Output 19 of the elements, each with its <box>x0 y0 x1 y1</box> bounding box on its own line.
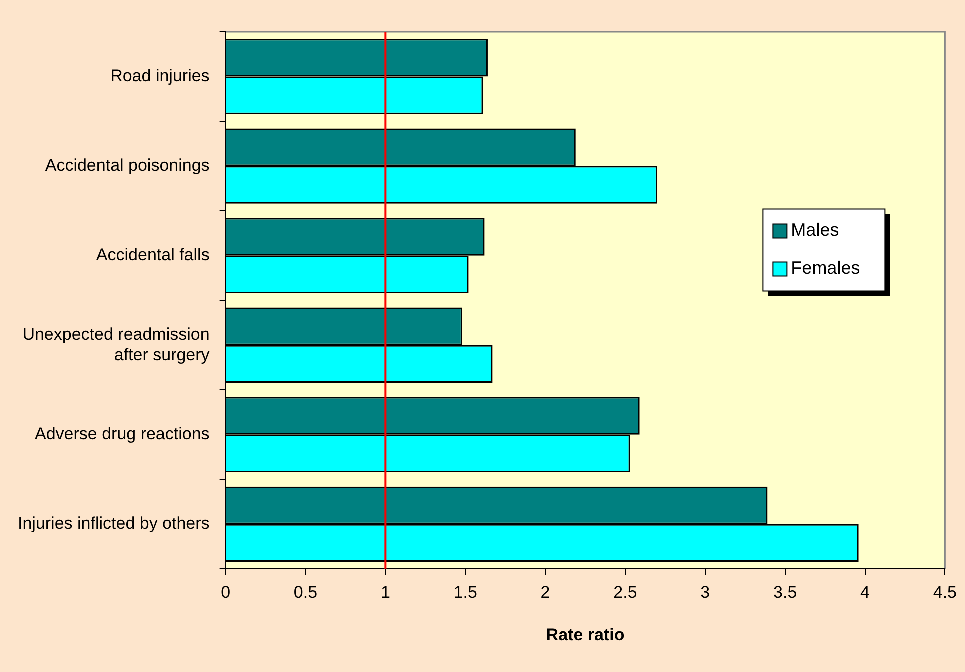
x-tick-label: 2.5 <box>614 583 638 602</box>
y-tick-label: Injuries inflicted by others <box>18 514 210 534</box>
x-tick-label: 1.5 <box>454 583 478 602</box>
x-tick-label: 2 <box>540 583 550 602</box>
x-tick-label: 0.5 <box>294 583 318 602</box>
y-tick-label: Unexpected readmission after surgery <box>22 324 210 364</box>
x-axis-title: Rate ratio <box>546 625 625 644</box>
x-tick-label: 0 <box>221 583 231 602</box>
y-tick-label: Accidental poisonings <box>45 156 210 175</box>
y-tick-label: Accidental falls <box>96 246 210 265</box>
x-tick-label: 3.5 <box>774 583 798 602</box>
y-tick-label: Road injuries <box>110 66 210 86</box>
x-tick-label: 1 <box>380 583 390 602</box>
x-tick-label: 4.5 <box>933 583 958 602</box>
legend-label: Males <box>791 220 840 240</box>
legend-label: Females <box>791 258 860 278</box>
y-tick-label: Adverse drug reactions <box>34 424 210 444</box>
x-tick-label: 4 <box>860 583 870 602</box>
x-tick-label: 3 <box>700 583 710 602</box>
